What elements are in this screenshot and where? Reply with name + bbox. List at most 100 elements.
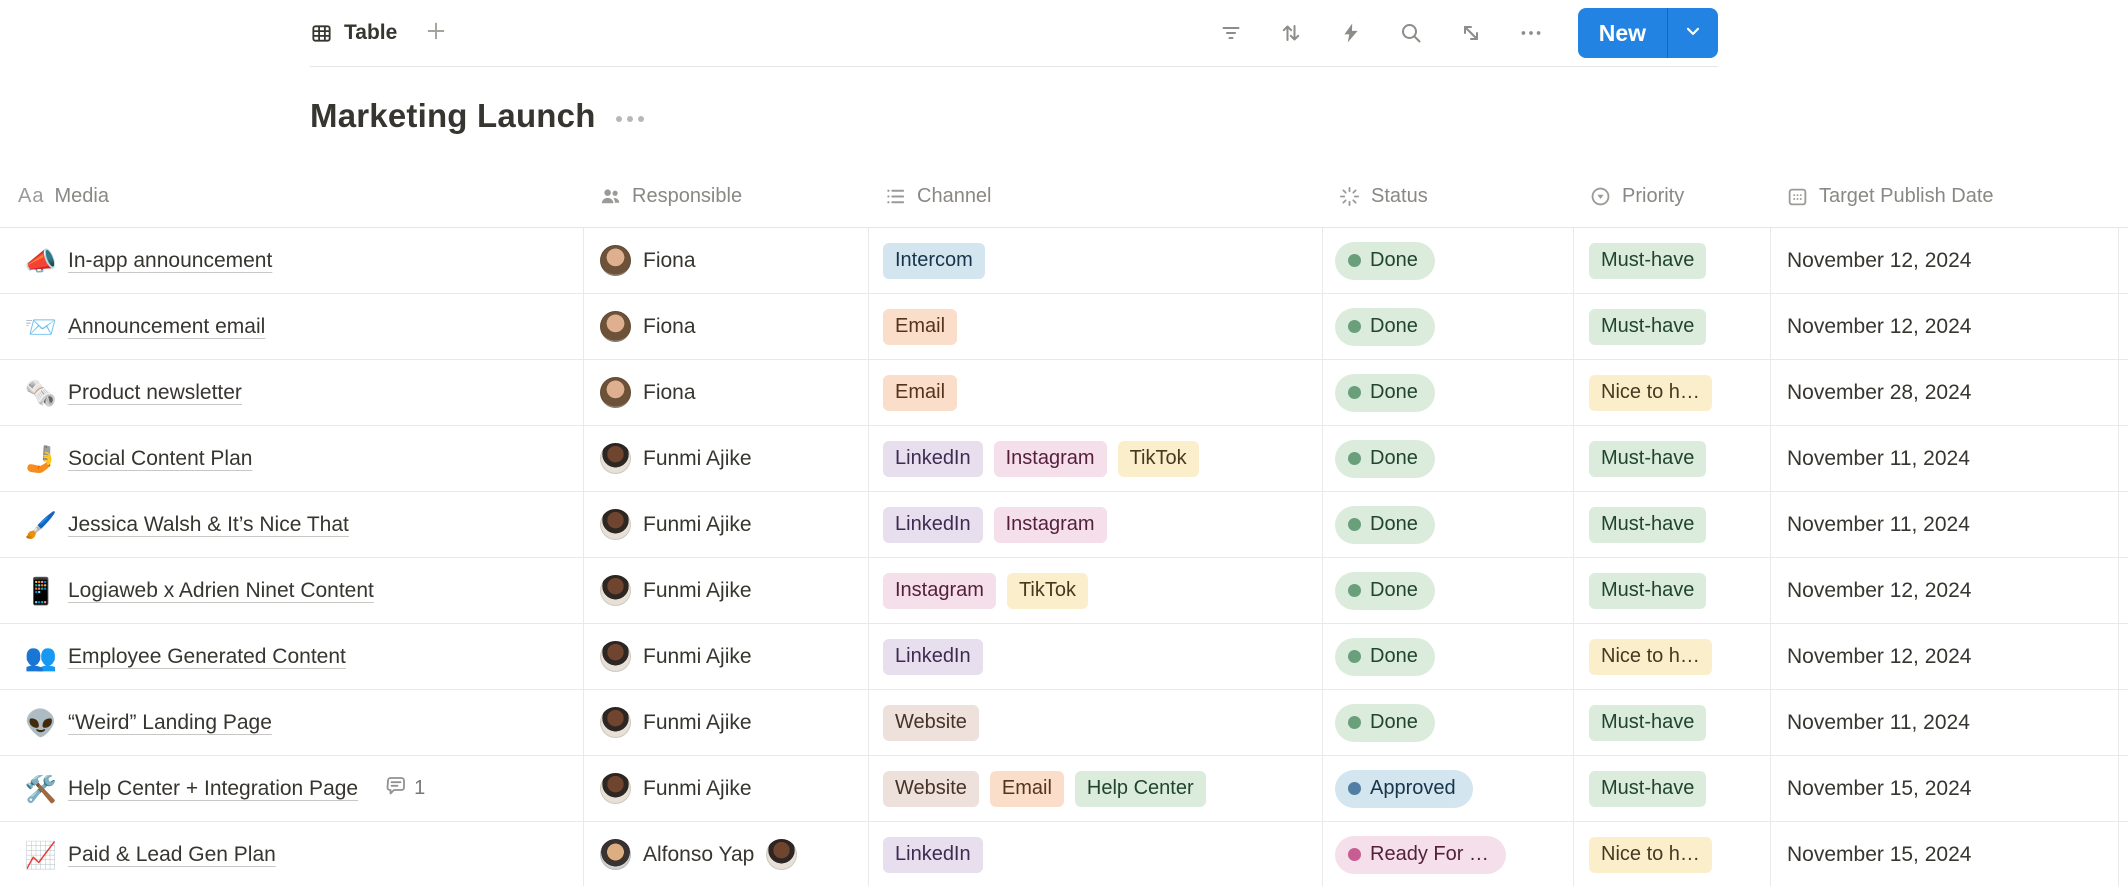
cell-media[interactable]: 🛠️ Help Center + Integration Page 1 xyxy=(0,756,583,821)
cell-media[interactable]: 📨 Announcement email xyxy=(0,294,583,359)
page-link-title[interactable]: Help Center + Integration Page xyxy=(68,776,359,800)
cell-status[interactable]: Ready For … xyxy=(1322,822,1573,886)
cell-status[interactable]: Done xyxy=(1322,426,1573,491)
page-link-title[interactable]: Employee Generated Content xyxy=(68,644,346,668)
cell-media[interactable]: 👽 “Weird” Landing Page xyxy=(0,690,583,755)
cell-media[interactable]: 📣 In-app announcement xyxy=(0,228,583,293)
cell-responsible[interactable]: Funmi Ajike xyxy=(583,756,868,821)
filter-button[interactable] xyxy=(1214,16,1248,50)
cell-responsible[interactable]: Funmi Ajike xyxy=(583,558,868,623)
cell-target-publish-date[interactable]: November 12, 2024 xyxy=(1770,294,2118,359)
cell-priority[interactable]: Must-have xyxy=(1573,426,1770,491)
column-header-media[interactable]: Aa Media xyxy=(0,165,583,227)
cell-channel[interactable]: Website Email Help Center xyxy=(868,756,1322,821)
page-link-title[interactable]: Logiaweb x Adrien Ninet Content xyxy=(68,578,374,602)
column-header-date[interactable]: Target Publish Date xyxy=(1770,165,2118,227)
cell-target-publish-date[interactable]: November 28, 2024 xyxy=(1770,360,2118,425)
page-link-title[interactable]: Jessica Walsh & It’s Nice That xyxy=(68,512,349,536)
cell-channel[interactable]: Email xyxy=(868,360,1322,425)
status-pill: Done xyxy=(1335,505,1435,544)
cell-priority[interactable]: Must-have xyxy=(1573,558,1770,623)
cell-priority[interactable]: Nice to h… xyxy=(1573,822,1770,886)
cell-media[interactable]: 👥 Employee Generated Content xyxy=(0,624,583,689)
cell-status[interactable]: Done xyxy=(1322,294,1573,359)
expand-view-button[interactable] xyxy=(1454,16,1488,50)
comment-indicator[interactable]: 1 xyxy=(384,774,425,804)
cell-status[interactable]: Done xyxy=(1322,360,1573,425)
cell-channel[interactable]: LinkedIn Instagram xyxy=(868,492,1322,557)
channel-tag: Website xyxy=(883,770,979,807)
page-link-title[interactable]: Social Content Plan xyxy=(68,446,253,470)
cell-priority[interactable]: Must-have xyxy=(1573,690,1770,755)
page-link-title[interactable]: Announcement email xyxy=(68,314,266,338)
cell-responsible[interactable]: Fiona xyxy=(583,294,868,359)
page-link-title[interactable]: “Weird” Landing Page xyxy=(68,710,272,734)
cell-target-publish-date[interactable]: November 15, 2024 xyxy=(1770,822,2118,886)
cell-target-publish-date[interactable]: November 11, 2024 xyxy=(1770,426,2118,491)
cell-target-publish-date[interactable]: November 11, 2024 xyxy=(1770,492,2118,557)
calendar-icon xyxy=(1786,185,1809,208)
cell-channel[interactable]: LinkedIn Instagram TikTok xyxy=(868,426,1322,491)
new-button[interactable]: New xyxy=(1598,19,1646,46)
status-dot xyxy=(1348,650,1361,663)
channel-tag: TikTok xyxy=(1006,572,1088,609)
cell-status[interactable]: Done xyxy=(1322,492,1573,557)
cell-channel[interactable]: Intercom xyxy=(868,228,1322,293)
sort-button[interactable] xyxy=(1274,16,1308,50)
column-header-priority[interactable]: Priority xyxy=(1573,165,1770,227)
cell-status[interactable]: Done xyxy=(1322,228,1573,293)
cell-target-publish-date[interactable]: November 11, 2024 xyxy=(1770,690,2118,755)
new-dropdown-button[interactable] xyxy=(1668,8,1718,58)
cell-target-publish-date[interactable]: November 12, 2024 xyxy=(1770,558,2118,623)
cell-target-publish-date[interactable]: November 15, 2024 xyxy=(1770,756,2118,821)
tab-table-view[interactable]: Table xyxy=(310,21,397,45)
title-more-button[interactable] xyxy=(615,116,644,122)
add-view-button[interactable] xyxy=(423,18,449,49)
cell-channel[interactable]: Website xyxy=(868,690,1322,755)
cell-responsible[interactable]: Funmi Ajike xyxy=(583,492,868,557)
cell-priority[interactable]: Must-have xyxy=(1573,294,1770,359)
page-link-title[interactable]: Product newsletter xyxy=(68,380,242,404)
table-row: 🛠️ Help Center + Integration Page 1 Funmi A… xyxy=(0,756,2128,822)
page-link-title[interactable]: Paid & Lead Gen Plan xyxy=(68,842,276,866)
row-edge-spacer xyxy=(2118,558,2128,623)
cell-priority[interactable]: Must-have xyxy=(1573,756,1770,821)
automation-button[interactable] xyxy=(1334,16,1368,50)
cell-status[interactable]: Approved xyxy=(1322,756,1573,821)
more-options-button[interactable] xyxy=(1514,16,1548,50)
cell-channel[interactable]: Instagram TikTok xyxy=(868,558,1322,623)
cell-channel[interactable]: Email xyxy=(868,294,1322,359)
column-header-channel[interactable]: Channel xyxy=(868,165,1322,227)
cell-status[interactable]: Done xyxy=(1322,558,1573,623)
cell-channel[interactable]: LinkedIn xyxy=(868,624,1322,689)
cell-responsible[interactable]: Funmi Ajike xyxy=(583,624,868,689)
page-title[interactable]: Marketing Launch xyxy=(310,97,596,134)
cell-priority[interactable]: Nice to h… xyxy=(1573,624,1770,689)
cell-media[interactable]: 📱 Logiaweb x Adrien Ninet Content xyxy=(0,558,583,623)
cell-media[interactable]: 🗞️ Product newsletter xyxy=(0,360,583,425)
cell-priority[interactable]: Nice to h… xyxy=(1573,360,1770,425)
cell-responsible[interactable]: Alfonso Yap xyxy=(583,822,868,886)
cell-responsible[interactable]: Funmi Ajike xyxy=(583,690,868,755)
avatar xyxy=(600,311,631,342)
cell-responsible[interactable]: Fiona xyxy=(583,228,868,293)
column-header-resp[interactable]: Responsible xyxy=(583,165,868,227)
cell-priority[interactable]: Must-have xyxy=(1573,492,1770,557)
cell-responsible[interactable]: Funmi Ajike xyxy=(583,426,868,491)
cell-status[interactable]: Done xyxy=(1322,690,1573,755)
cell-media[interactable]: 🤳 Social Content Plan xyxy=(0,426,583,491)
cell-responsible[interactable]: Fiona xyxy=(583,360,868,425)
cell-channel[interactable]: LinkedIn xyxy=(868,822,1322,886)
cell-target-publish-date[interactable]: November 12, 2024 xyxy=(1770,228,2118,293)
sort-icon xyxy=(1279,21,1303,45)
page-link-title[interactable]: In-app announcement xyxy=(68,248,273,272)
cell-status[interactable]: Done xyxy=(1322,624,1573,689)
person-name: Funmi Ajike xyxy=(643,446,752,470)
search-button[interactable] xyxy=(1394,16,1428,50)
avatar xyxy=(600,575,631,606)
cell-media[interactable]: 📈 Paid & Lead Gen Plan xyxy=(0,822,583,886)
cell-media[interactable]: 🖌️ Jessica Walsh & It’s Nice That xyxy=(0,492,583,557)
column-header-status[interactable]: Status xyxy=(1322,165,1573,227)
cell-priority[interactable]: Must-have xyxy=(1573,228,1770,293)
cell-target-publish-date[interactable]: November 12, 2024 xyxy=(1770,624,2118,689)
